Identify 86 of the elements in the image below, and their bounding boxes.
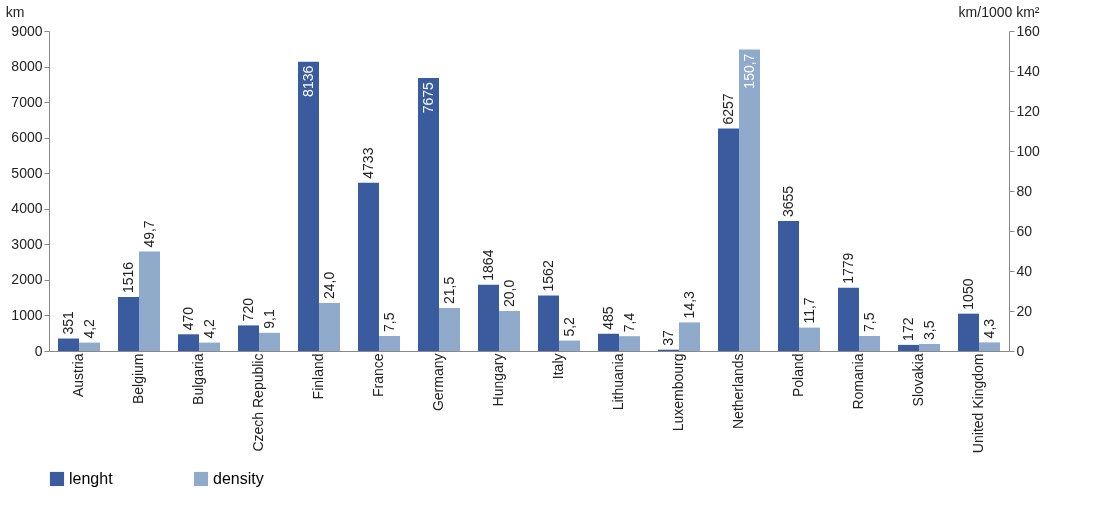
y2-tick-label: 160	[1016, 22, 1041, 39]
data-label: 21,5	[440, 276, 457, 304]
data-label: 351	[59, 310, 76, 335]
data-label: 4,2	[200, 318, 217, 339]
x-tick-label: Netherlands	[730, 353, 746, 429]
data-label: 37	[659, 329, 676, 346]
data-label: 720	[239, 297, 256, 322]
y2-axis-title: km/1000 km²	[958, 3, 1040, 20]
x-tick-label: Poland	[790, 353, 806, 398]
y2-tick-label: 40	[1016, 262, 1033, 279]
y2-tick-label: 120	[1016, 102, 1041, 119]
data-label: 24,0	[320, 271, 337, 299]
data-label: 14,3	[680, 290, 697, 319]
y2-tick-label: 20	[1016, 302, 1033, 319]
bar	[859, 336, 880, 351]
x-tick-label: Belgium	[130, 353, 146, 405]
y2-tick-label: 80	[1016, 182, 1033, 199]
x-tick-label: Luxembourg	[670, 353, 686, 432]
data-label: 1050	[959, 278, 976, 310]
y-tick-label: 6000	[11, 129, 43, 146]
data-label: 172	[899, 317, 916, 341]
x-tick-label: Czech Republic	[250, 353, 266, 452]
y2-tick-label: 0	[1016, 342, 1025, 359]
y-axis-title: km	[5, 3, 25, 20]
data-label: 485	[599, 306, 616, 330]
x-tick-label: Slovakia	[910, 353, 926, 407]
y-tick-label: 4000	[11, 200, 43, 217]
legend-label: density	[213, 470, 264, 487]
data-label: 7,5	[860, 312, 877, 332]
bar	[358, 182, 379, 351]
bar	[538, 295, 559, 351]
data-label: 4733	[359, 147, 376, 179]
data-label: 49,7	[140, 220, 157, 248]
data-label: 11,7	[800, 297, 817, 324]
y-tick-label: 7000	[11, 93, 43, 110]
x-tick-label: France	[370, 353, 386, 398]
y-tick-label: 0	[34, 342, 43, 359]
data-label: 8136	[299, 65, 316, 97]
y-tick-label: 2000	[11, 271, 43, 288]
x-tick-label: Romania	[850, 353, 866, 410]
legend-label: lenght	[69, 470, 114, 487]
x-tick-label: Hungary	[490, 353, 506, 407]
y-tick-label: 8000	[11, 58, 43, 75]
data-label: 470	[179, 306, 196, 331]
data-label: 1864	[479, 249, 496, 281]
bar	[379, 336, 400, 351]
data-label: 4,2	[80, 318, 97, 339]
bar	[778, 221, 799, 351]
bar	[838, 287, 859, 351]
bar	[799, 327, 820, 351]
data-label: 9,1	[260, 309, 277, 329]
y-tick-label: 1000	[11, 306, 43, 323]
data-label: 7,5	[380, 312, 397, 332]
data-label: 3,5	[920, 320, 937, 340]
data-label: 7675	[419, 81, 436, 114]
bar	[298, 61, 319, 351]
bar	[439, 308, 460, 351]
x-tick-label: Italy	[550, 353, 566, 380]
data-label: 150,7	[740, 53, 757, 89]
data-label: 1562	[539, 260, 556, 292]
data-label: 20,0	[500, 279, 517, 307]
y-tick-label: 9000	[11, 22, 43, 39]
data-label: 5,2	[560, 316, 577, 337]
y2-tick-label: 140	[1016, 62, 1041, 79]
bar	[418, 78, 439, 351]
y-tick-label: 5000	[11, 164, 43, 181]
x-tick-label: Austria	[70, 353, 86, 398]
y-tick-label: 3000	[11, 235, 43, 252]
data-label: 1516	[119, 261, 136, 294]
bar	[979, 342, 1000, 351]
x-tick-label: Germany	[430, 353, 446, 412]
data-label: 7,4	[620, 312, 637, 333]
bar	[319, 303, 340, 351]
x-tick-label: Bulgaria	[190, 353, 206, 405]
bar	[679, 322, 700, 351]
data-label: 6257	[719, 93, 736, 125]
y2-tick-label: 60	[1016, 222, 1033, 239]
x-tick-label: Finland	[310, 353, 326, 400]
bar	[958, 313, 979, 351]
y2-tick-label: 100	[1016, 142, 1041, 159]
x-tick-label: United Kingdom	[970, 353, 986, 454]
data-label: 4,3	[980, 318, 997, 339]
bar	[559, 340, 580, 351]
data-label: 1779	[839, 252, 856, 284]
x-tick-label: Lithuania	[610, 353, 626, 411]
data-label: 3655	[779, 185, 796, 218]
